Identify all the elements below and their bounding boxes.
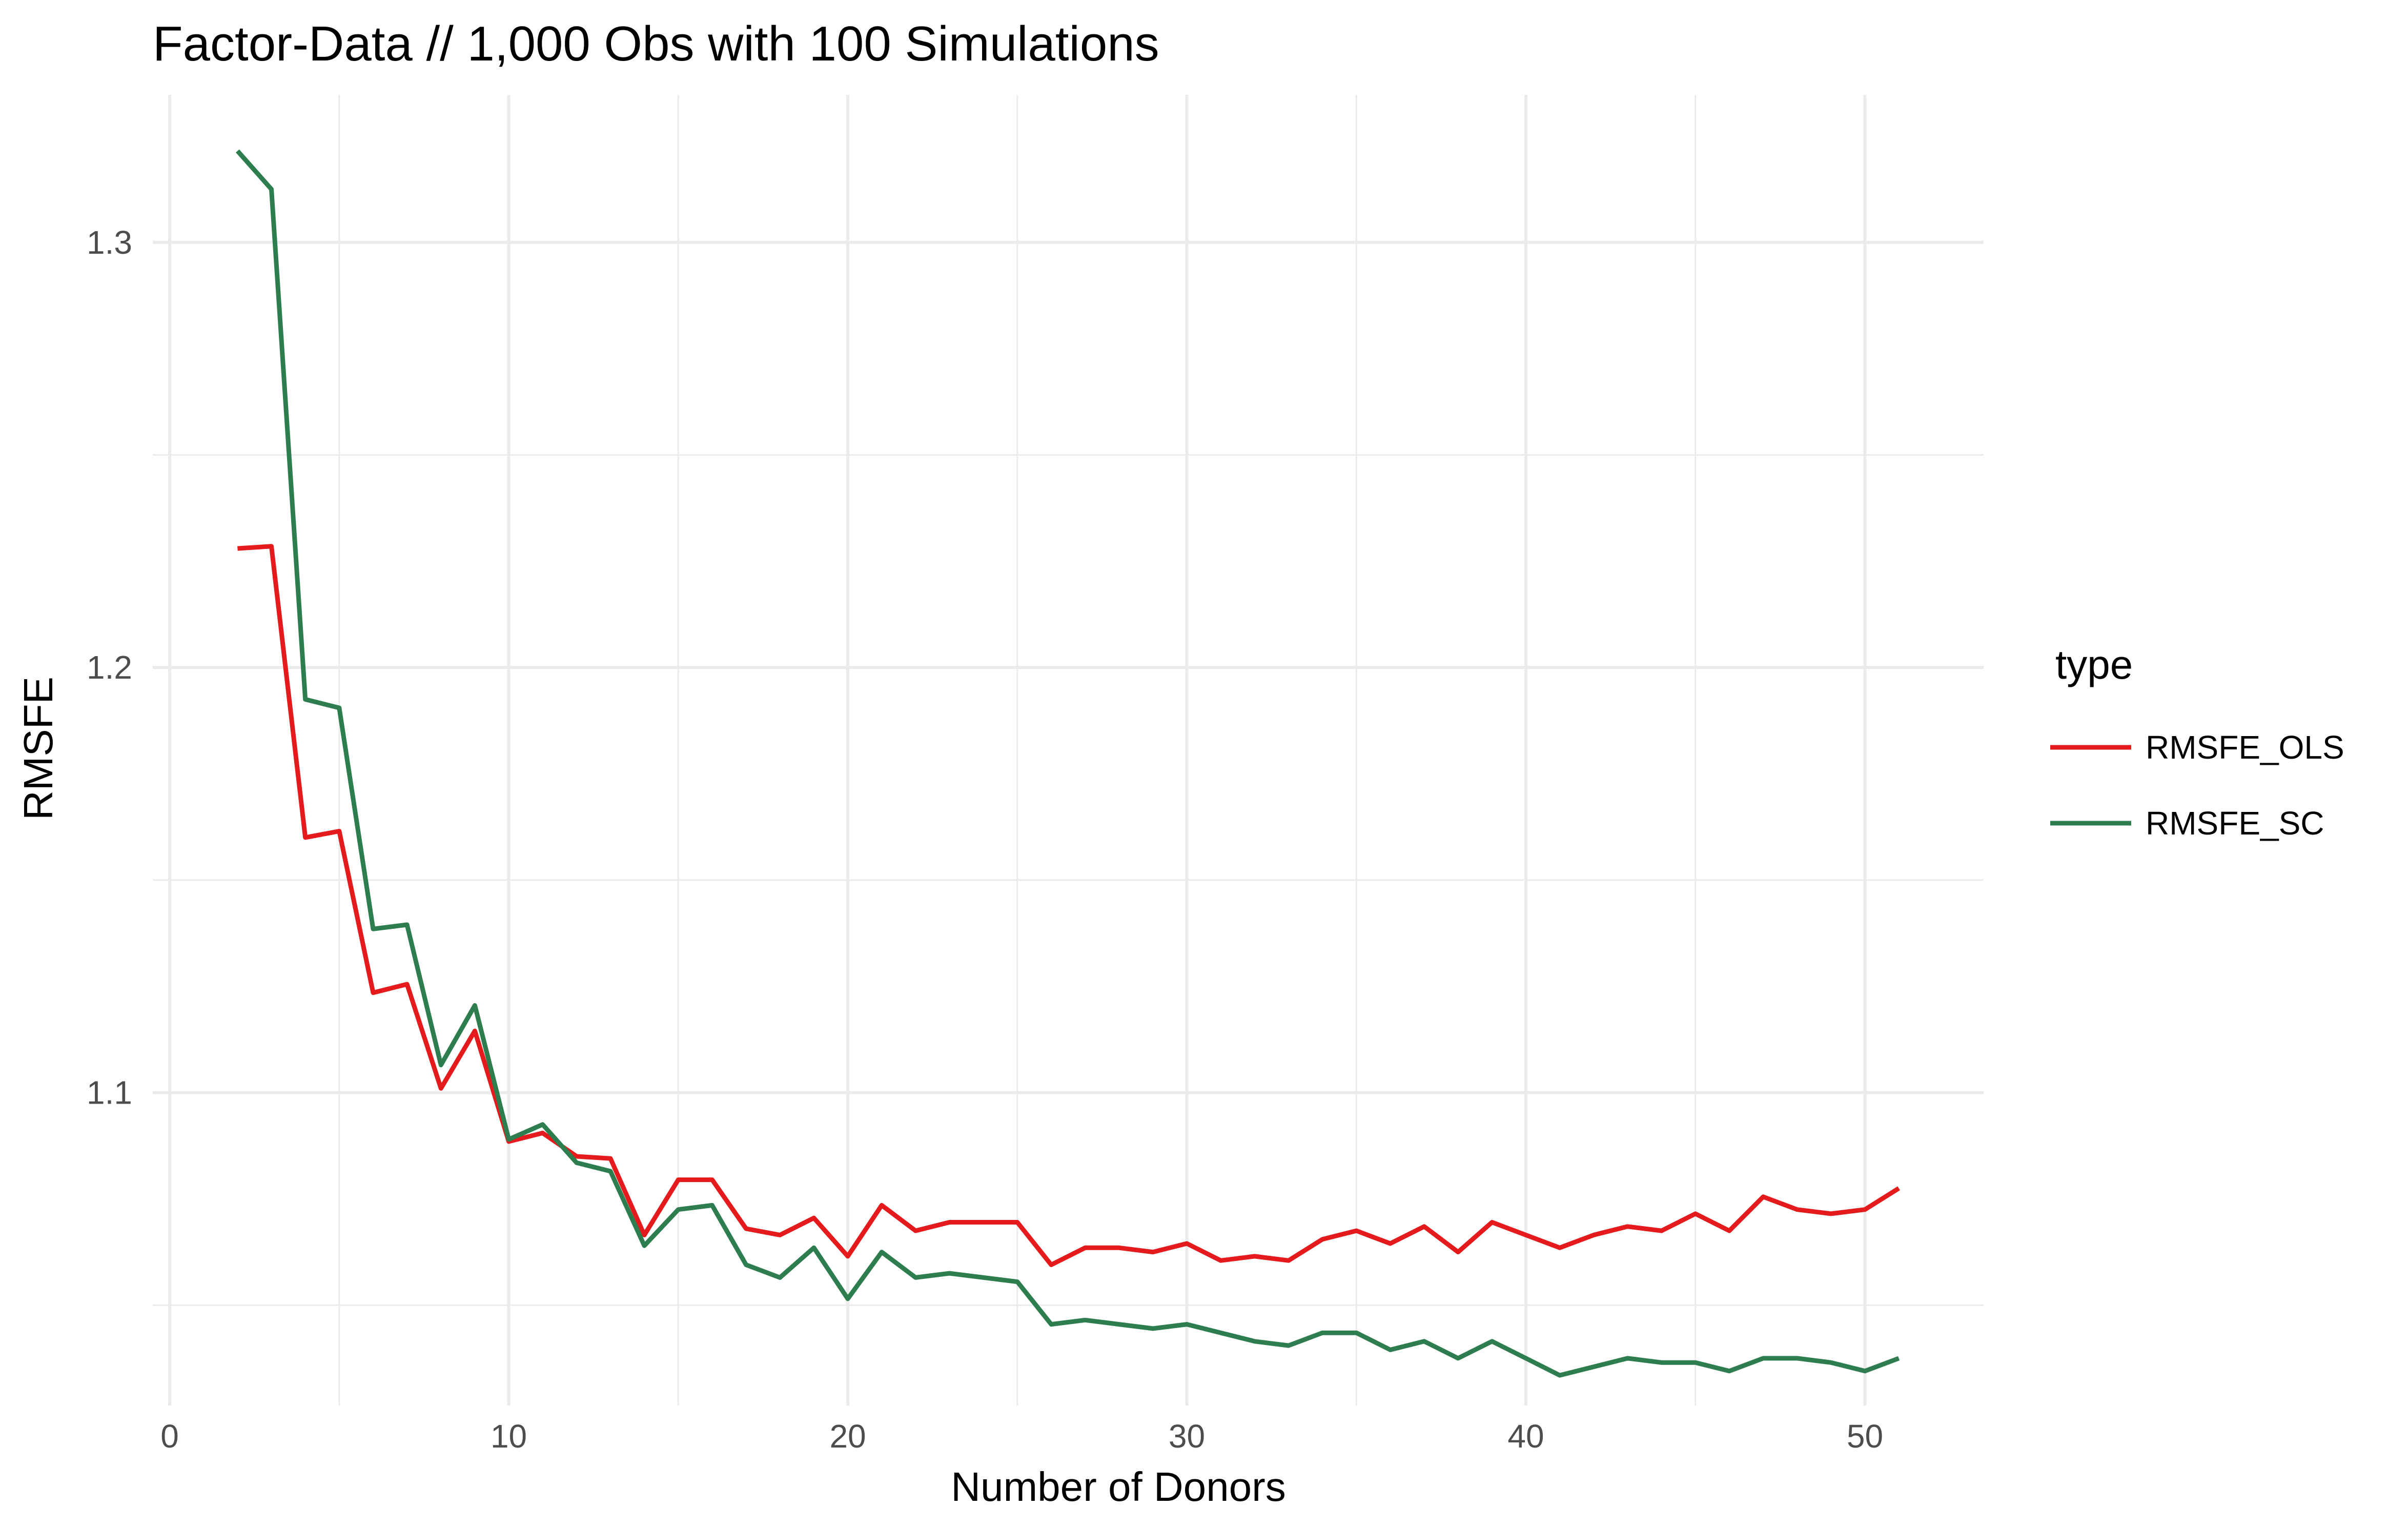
legend-label: RMSFE_SC <box>2146 805 2324 842</box>
x-tick-label: 10 <box>491 1418 527 1455</box>
x-axis-title: Number of Donors <box>951 1464 1286 1510</box>
y-axis-ticks: 1.1 1.2 1.3 <box>87 224 132 1111</box>
x-tick-label: 40 <box>1507 1418 1544 1455</box>
legend: type RMSFE_OLS RMSFE_SC <box>2050 642 2344 842</box>
y-tick-label: 1.3 <box>87 224 132 261</box>
series-line-rmsfe-ols <box>237 544 1900 1267</box>
legend-title: type <box>2055 642 2133 687</box>
chart-title: Factor-Data // 1,000 Obs with 100 Simula… <box>153 16 1159 71</box>
y-tick-label: 1.2 <box>87 649 132 686</box>
y-axis-title: RMSFE <box>15 677 61 820</box>
legend-label: RMSFE_OLS <box>2146 729 2344 766</box>
y-tick-label: 1.1 <box>87 1074 132 1111</box>
x-tick-label: 30 <box>1169 1418 1205 1455</box>
x-tick-label: 20 <box>829 1418 866 1455</box>
x-axis-ticks: 0 10 20 30 40 50 <box>160 1418 1883 1455</box>
series-lines <box>236 149 1900 1378</box>
legend-items: RMSFE_OLS RMSFE_SC <box>2050 729 2344 842</box>
grid <box>153 95 1984 1405</box>
x-tick-label: 50 <box>1847 1418 1883 1455</box>
x-tick-label: 0 <box>160 1418 179 1455</box>
series-line-rmsfe-sc <box>236 149 1900 1378</box>
